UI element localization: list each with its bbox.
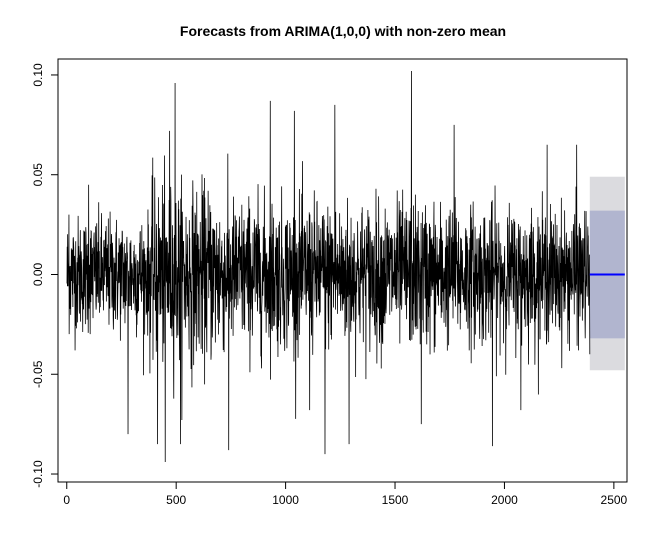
chart-title: Forecasts from ARIMA(1,0,0) with non-zer… — [180, 23, 506, 39]
x-tick-label: 1000 — [272, 493, 299, 507]
x-tick-label: 2000 — [491, 493, 518, 507]
x-axis: 0 500 1000 1500 2000 2500 — [63, 481, 628, 507]
y-tick-label: -0.10 — [31, 460, 45, 488]
y-tick-label: 0.10 — [31, 63, 45, 87]
y-axis: -0.10 -0.05 0.00 0.05 0.10 — [31, 63, 59, 488]
y-tick-label: -0.05 — [31, 360, 45, 388]
x-tick-label: 500 — [166, 493, 186, 507]
x-tick-label: 2500 — [601, 493, 628, 507]
observed-series-line — [66, 70, 591, 463]
x-tick-label: 0 — [63, 493, 70, 507]
y-tick-label: 0.05 — [31, 163, 45, 187]
y-tick-label: 0.00 — [31, 262, 45, 286]
x-tick-label: 1500 — [382, 493, 409, 507]
observed-series — [66, 70, 591, 463]
